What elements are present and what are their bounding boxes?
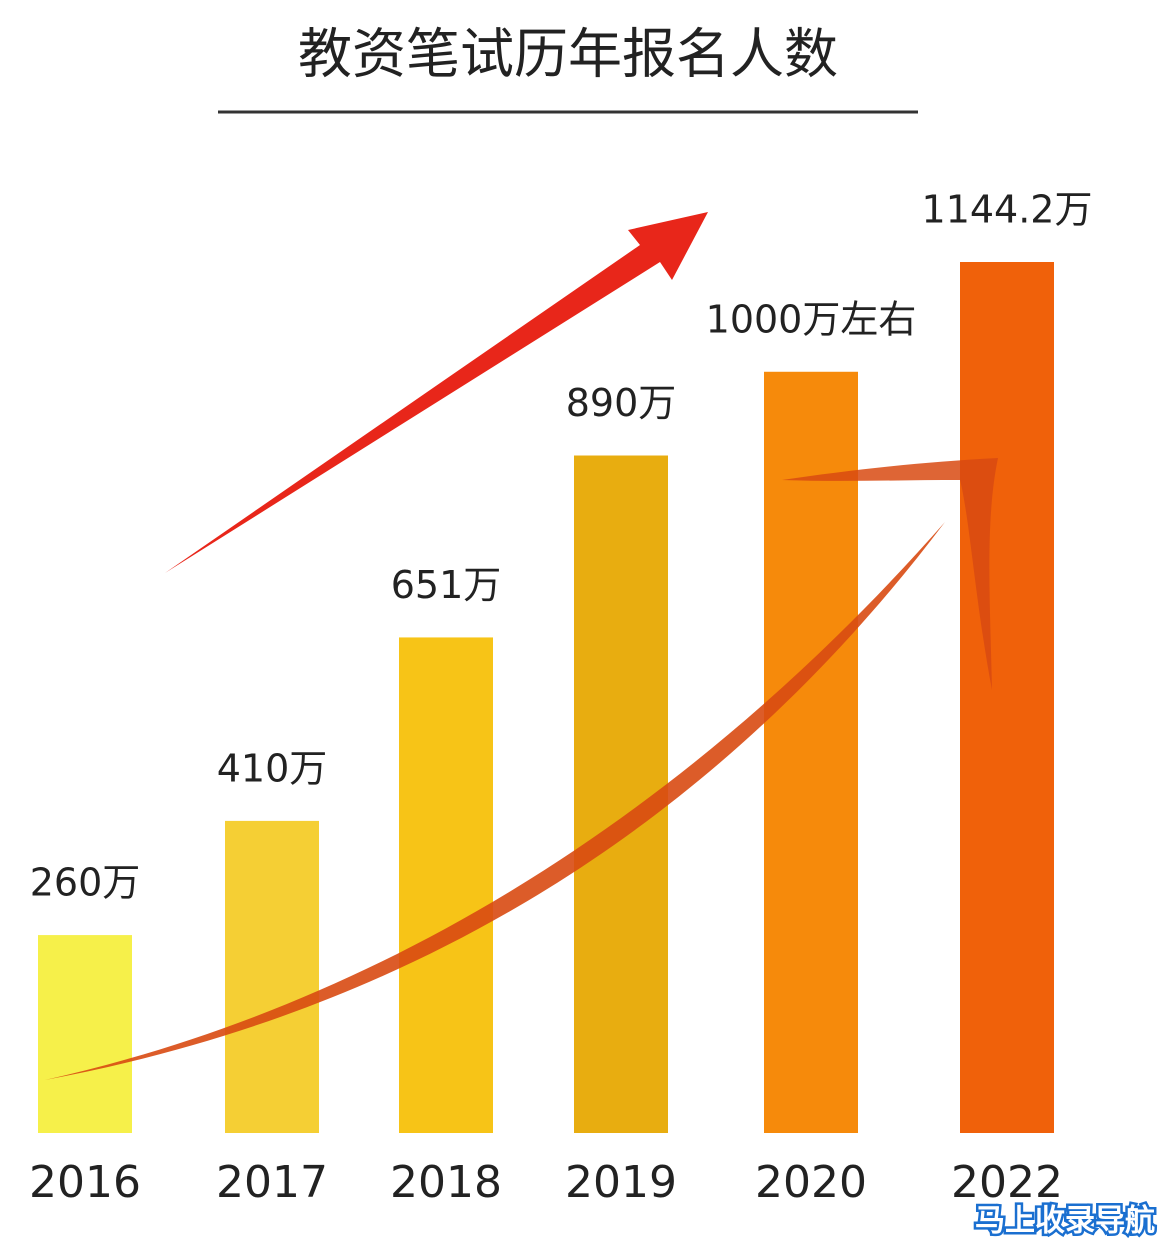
watermark: 马上收录导航 (975, 1204, 1155, 1239)
x-tick-label: 2022 (951, 1157, 1063, 1208)
trend-arrow (165, 212, 708, 573)
value-label: 410万 (217, 746, 328, 790)
value-label: 651万 (391, 563, 502, 607)
x-tick-label: 2019 (565, 1157, 677, 1208)
bar (225, 820, 319, 1133)
x-tick-label: 2017 (216, 1157, 328, 1208)
bar (38, 935, 132, 1133)
swoosh-hook (782, 458, 998, 690)
value-label: 1000万左右 (706, 297, 917, 341)
x-tick-label: 2016 (29, 1157, 141, 1208)
x-tick-label: 2020 (755, 1157, 867, 1208)
bar (764, 371, 858, 1134)
value-label: 260万 (30, 861, 141, 905)
bar (399, 637, 493, 1133)
value-label: 890万 (566, 381, 677, 425)
bar (574, 455, 668, 1133)
x-tick-label: 2018 (390, 1157, 502, 1208)
chart-title: 教资笔试历年报名人数 (298, 23, 838, 86)
bar (960, 262, 1054, 1133)
bars: 260万 2016 410万 2017 651万 2018 890万 2019 1000万左右 2… (29, 188, 1092, 1209)
value-label: 1144.2万 (922, 188, 1093, 232)
